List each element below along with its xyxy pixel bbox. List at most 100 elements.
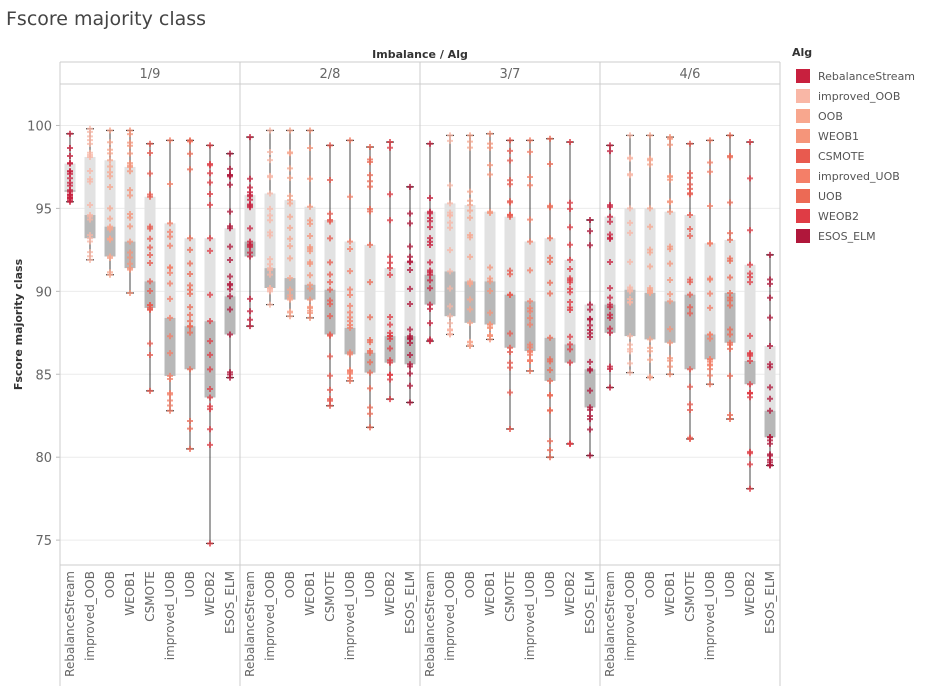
data-point-marker: [147, 306, 153, 313]
data-point-marker: [587, 217, 593, 224]
data-point-marker: [707, 356, 713, 363]
data-point-marker: [467, 132, 473, 139]
data-point-marker: [387, 191, 393, 198]
legend-swatch: [796, 229, 810, 243]
data-point-marker: [747, 461, 753, 468]
data-point-marker: [767, 434, 773, 441]
data-point-marker: [327, 279, 333, 286]
data-point-marker: [567, 256, 573, 263]
legend-entry[interactable]: WEOB1: [788, 126, 915, 146]
data-point-marker: [527, 182, 533, 189]
data-point-marker: [527, 315, 533, 322]
data-point-marker: [627, 172, 633, 179]
data-point-marker: [507, 198, 513, 205]
data-point-marker: [327, 332, 333, 339]
data-point-marker: [527, 308, 533, 315]
data-point-marker: [587, 242, 593, 249]
box-upper: [544, 238, 556, 338]
data-point-marker: [367, 241, 373, 248]
legend-entry[interactable]: OOB: [788, 106, 915, 126]
box-lower: [684, 294, 696, 370]
data-point-marker: [687, 279, 693, 286]
data-point-marker: [287, 235, 293, 242]
data-point-marker: [727, 294, 733, 301]
x-tick-label: CSMOTE: [323, 571, 337, 622]
legend-label: improved_UOB: [818, 169, 900, 183]
data-point-marker: [547, 454, 553, 461]
data-point-marker: [647, 263, 653, 270]
data-point-marker: [87, 133, 93, 140]
legend-entry[interactable]: UOB: [788, 186, 915, 206]
data-point-marker: [647, 249, 653, 256]
data-point-marker: [147, 191, 153, 198]
x-tick-label: RebalanceStream: [63, 571, 77, 677]
data-point-marker: [407, 267, 413, 274]
data-point-marker: [387, 271, 393, 278]
data-point-marker: [227, 331, 233, 338]
data-point-marker: [467, 207, 473, 214]
data-point-marker: [147, 235, 153, 242]
data-point-marker: [507, 292, 513, 298]
data-point-marker: [367, 178, 373, 185]
data-point-marker: [367, 183, 373, 190]
data-point-marker: [327, 235, 333, 242]
data-point-marker: [727, 331, 733, 338]
data-point-marker: [407, 301, 413, 308]
data-point-marker: [767, 361, 773, 368]
x-tick-label: improved_UOB: [343, 571, 357, 660]
data-point-marker: [627, 333, 633, 340]
legend-entry[interactable]: improved_OOB: [788, 86, 915, 106]
data-point-marker: [147, 278, 153, 285]
data-point-marker: [687, 434, 693, 441]
x-tick-label: UOB: [183, 571, 197, 597]
data-point-marker: [507, 364, 513, 371]
data-point-marker: [527, 216, 533, 223]
data-point-marker: [347, 349, 353, 356]
legend-entry[interactable]: RebalanceStream: [788, 66, 915, 86]
data-point-marker: [687, 291, 693, 298]
data-point-marker: [107, 173, 113, 180]
data-point-marker: [387, 345, 393, 352]
data-point-marker: [387, 144, 393, 151]
x-tick-label: improved_UOB: [703, 571, 717, 660]
data-point-marker: [747, 448, 753, 455]
data-point-marker: [307, 285, 313, 292]
data-point-marker: [607, 366, 613, 373]
data-point-marker: [347, 238, 353, 245]
data-point-marker: [227, 172, 233, 179]
data-point-marker: [407, 339, 413, 346]
data-point-marker: [707, 381, 713, 388]
data-point-marker: [347, 193, 353, 200]
legend-entry[interactable]: improved_UOB: [788, 166, 915, 186]
data-point-marker: [527, 321, 533, 328]
data-point-marker: [627, 348, 633, 355]
legend-entry[interactable]: ESOS_ELM: [788, 226, 915, 246]
data-point-marker: [87, 202, 93, 209]
legend-title: Alg: [792, 46, 813, 59]
data-point-marker: [67, 179, 73, 186]
legend-entry[interactable]: CSMOTE: [788, 146, 915, 166]
data-point-marker: [247, 295, 253, 302]
data-point-marker: [747, 139, 753, 146]
data-point-marker: [387, 314, 393, 321]
data-point-marker: [527, 137, 533, 144]
data-point-marker: [367, 144, 373, 151]
y-axis-label: Fscore majority class: [12, 258, 25, 390]
data-point-marker: [347, 286, 353, 293]
data-point-marker: [187, 366, 193, 373]
data-point-marker: [667, 135, 673, 142]
data-point-marker: [167, 295, 173, 302]
data-point-marker: [207, 338, 213, 345]
x-tick-label: OOB: [103, 571, 117, 598]
box-upper: [364, 244, 376, 353]
data-point-marker: [507, 330, 513, 337]
data-point-marker: [487, 287, 493, 294]
data-point-marker: [407, 259, 413, 266]
legend-entry[interactable]: WEOB2: [788, 206, 915, 226]
box-lower: [404, 336, 416, 365]
data-point-marker: [407, 210, 413, 217]
data-point-marker: [467, 138, 473, 145]
data-point-marker: [367, 314, 373, 321]
data-point-marker: [527, 238, 533, 245]
